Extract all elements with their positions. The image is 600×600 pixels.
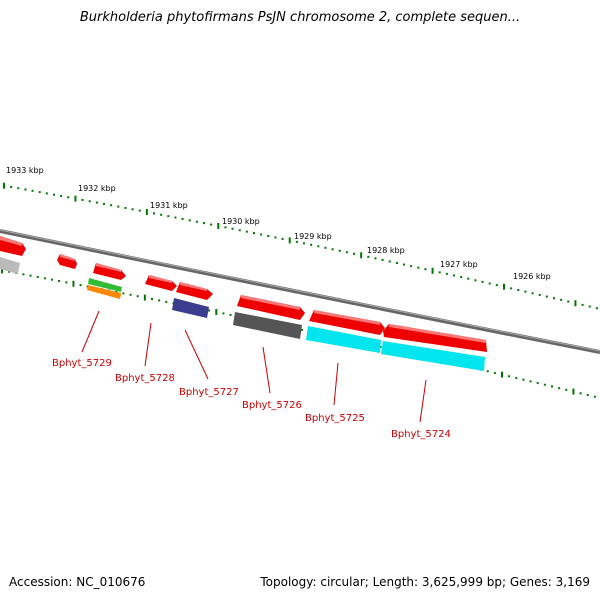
gene-arrow[interactable] <box>60 254 75 261</box>
tick-label: 1926 kbp <box>513 272 551 281</box>
gene-label[interactable]: Bphyt_5726 <box>242 400 302 411</box>
tick-label: 1929 kbp <box>294 232 332 241</box>
tick-label: 1933 kbp <box>6 166 44 175</box>
accession-text: Accession: NC_010676 <box>9 575 146 589</box>
gene-label[interactable]: Bphyt_5728 <box>115 373 175 384</box>
feature-box[interactable] <box>87 285 121 299</box>
gene-arrow[interactable] <box>96 263 121 272</box>
leader-line <box>144 322 152 367</box>
gene-arrow[interactable] <box>241 295 300 310</box>
gene-label[interactable]: Bphyt_5729 <box>52 358 112 369</box>
leader-line <box>419 379 427 423</box>
leader-line <box>81 310 100 353</box>
tick-label: 1927 kbp <box>440 260 478 269</box>
feature-tracks <box>0 257 485 371</box>
gene-arrow[interactable] <box>309 310 385 335</box>
backbone <box>0 229 600 354</box>
tick-label: 1930 kbp <box>222 217 260 226</box>
feature-box[interactable] <box>306 326 381 353</box>
leader-line <box>262 346 271 394</box>
gene-arrow[interactable] <box>149 275 172 283</box>
map-title: Burkholderia phytofirmans PsJN chromosom… <box>79 10 521 25</box>
gene-label[interactable]: Bphyt_5725 <box>305 413 365 424</box>
gene-arrow[interactable] <box>383 324 487 352</box>
feature-box[interactable] <box>233 312 302 339</box>
feature-box[interactable] <box>381 341 485 371</box>
backbone-highlight <box>0 229 600 352</box>
gene-arrow[interactable] <box>0 236 22 246</box>
gene-arrow[interactable] <box>389 324 486 343</box>
gene-arrow[interactable] <box>314 310 380 325</box>
feature-box[interactable] <box>0 257 20 274</box>
gene-arrow[interactable] <box>176 282 213 300</box>
feature-box[interactable] <box>172 298 209 318</box>
gene-label[interactable]: Bphyt_5727 <box>179 387 239 398</box>
tick-label: 1931 kbp <box>150 201 188 210</box>
gene-arrow[interactable] <box>145 275 177 291</box>
gene-arrow[interactable] <box>237 295 305 320</box>
gene-arrow[interactable] <box>180 282 207 291</box>
leader-line <box>333 362 339 406</box>
gene-arrow[interactable] <box>57 254 77 269</box>
tick-label: 1928 kbp <box>367 246 405 255</box>
tick-label: 1932 kbp <box>78 184 116 193</box>
gene-features-forward <box>0 236 487 352</box>
gene-label[interactable]: Bphyt_5724 <box>391 429 451 440</box>
leader-line <box>184 329 209 380</box>
label-leaders <box>81 310 427 423</box>
topology-text: Topology: circular; Length: 3,625,999 bp… <box>260 575 590 589</box>
outer-tick-ring <box>3 182 598 310</box>
feature-box[interactable] <box>88 278 122 292</box>
